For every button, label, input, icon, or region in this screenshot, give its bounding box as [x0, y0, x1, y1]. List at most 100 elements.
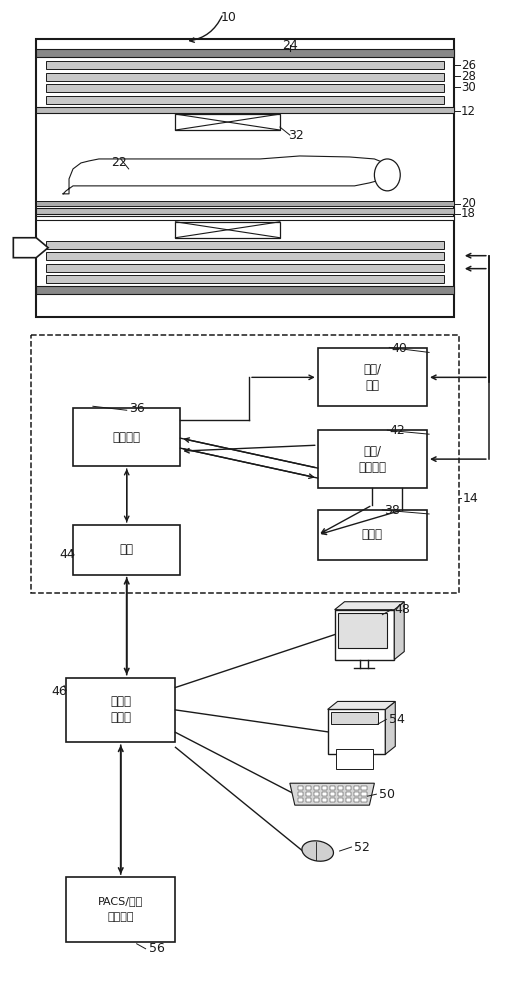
Bar	[361, 798, 367, 802]
Bar	[36, 286, 454, 294]
Text: 26: 26	[461, 59, 476, 72]
Text: 发送/: 发送/	[363, 445, 382, 458]
Bar	[306, 786, 311, 790]
Text: 34: 34	[19, 239, 35, 252]
Bar	[314, 798, 319, 802]
Bar	[338, 798, 343, 802]
Bar	[318, 510, 427, 560]
Text: 接收接口: 接收接口	[359, 461, 386, 474]
Bar	[330, 712, 378, 724]
Bar	[361, 786, 367, 790]
Text: 36: 36	[129, 402, 145, 415]
Bar	[329, 798, 335, 802]
Bar	[298, 798, 303, 802]
Text: 38: 38	[384, 504, 400, 517]
Text: 32: 32	[288, 129, 304, 142]
Bar	[353, 792, 359, 796]
Bar	[73, 525, 181, 575]
Text: 存储器: 存储器	[362, 528, 383, 541]
Bar	[46, 61, 444, 69]
Bar	[31, 335, 459, 593]
Bar	[322, 792, 327, 796]
Ellipse shape	[374, 159, 400, 191]
Bar	[66, 678, 175, 742]
Bar	[346, 798, 351, 802]
Bar	[318, 348, 427, 406]
Bar	[36, 201, 454, 206]
Bar	[36, 216, 454, 220]
FancyArrow shape	[14, 238, 48, 258]
Bar	[306, 798, 311, 802]
Text: 18: 18	[461, 207, 476, 220]
Text: 42: 42	[389, 424, 405, 437]
Text: 22: 22	[111, 156, 126, 169]
Bar	[46, 241, 444, 249]
Text: 接口: 接口	[120, 543, 134, 556]
Polygon shape	[290, 783, 374, 805]
Polygon shape	[385, 701, 395, 754]
Bar	[322, 798, 327, 802]
Bar	[46, 84, 444, 92]
Text: 44: 44	[59, 548, 75, 561]
Bar	[329, 786, 335, 790]
Bar	[346, 786, 351, 790]
Text: 40: 40	[392, 342, 407, 355]
Bar	[36, 49, 454, 57]
Text: 控制电路: 控制电路	[113, 431, 141, 444]
Text: 56: 56	[149, 942, 164, 955]
Text: 10: 10	[220, 11, 236, 24]
Text: 控制器: 控制器	[110, 711, 131, 724]
Bar	[46, 264, 444, 272]
Text: PACS/远程: PACS/远程	[98, 896, 144, 906]
Bar	[306, 792, 311, 796]
Bar	[46, 96, 444, 104]
Bar	[175, 114, 280, 130]
Bar	[46, 73, 444, 81]
Bar	[36, 39, 454, 317]
Text: 24: 24	[282, 39, 298, 52]
Text: 54: 54	[389, 713, 405, 726]
Polygon shape	[63, 156, 387, 194]
Bar	[346, 792, 351, 796]
Text: 放大/: 放大/	[363, 363, 382, 376]
Bar	[73, 408, 181, 466]
Bar	[353, 798, 359, 802]
Bar	[361, 792, 367, 796]
Bar	[335, 610, 394, 660]
Polygon shape	[335, 602, 404, 610]
Bar	[314, 786, 319, 790]
Text: 12: 12	[461, 105, 476, 118]
Bar	[66, 877, 175, 942]
Bar	[328, 709, 385, 754]
Text: 28: 28	[461, 70, 476, 83]
Bar	[336, 749, 373, 769]
Bar	[298, 792, 303, 796]
Bar	[353, 786, 359, 790]
Text: 52: 52	[354, 841, 371, 854]
Bar	[298, 786, 303, 790]
Text: 48: 48	[394, 603, 410, 616]
Bar	[338, 792, 343, 796]
Bar	[338, 613, 387, 648]
Text: 30: 30	[461, 81, 476, 94]
Ellipse shape	[302, 841, 334, 861]
Text: 50: 50	[379, 788, 395, 801]
Bar	[46, 252, 444, 260]
Text: 放射系统: 放射系统	[108, 912, 134, 922]
Polygon shape	[328, 701, 395, 709]
Text: 46: 46	[51, 685, 67, 698]
Bar	[36, 208, 454, 214]
Bar	[322, 786, 327, 790]
Bar	[314, 792, 319, 796]
Polygon shape	[394, 602, 404, 660]
Bar	[36, 107, 454, 113]
Bar	[46, 275, 444, 283]
Text: 20: 20	[461, 197, 476, 210]
Text: 14: 14	[463, 492, 479, 505]
Text: 控制: 控制	[365, 379, 379, 392]
Bar	[329, 792, 335, 796]
Bar	[338, 786, 343, 790]
Text: 操作员: 操作员	[110, 695, 131, 708]
Bar	[175, 222, 280, 238]
Bar	[318, 430, 427, 488]
